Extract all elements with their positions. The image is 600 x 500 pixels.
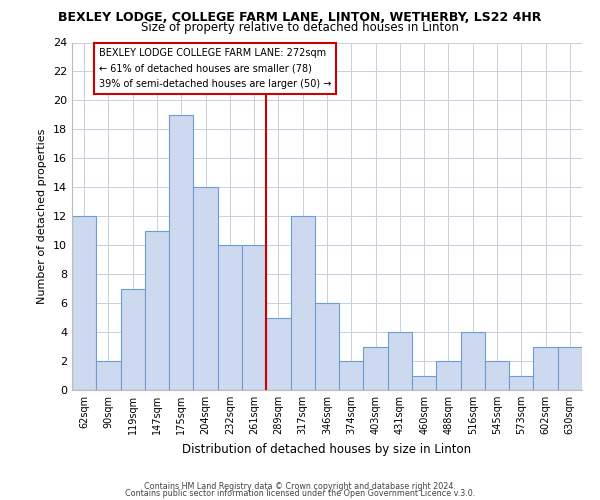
Bar <box>72 216 96 390</box>
Bar <box>558 346 582 390</box>
Bar <box>412 376 436 390</box>
Bar <box>509 376 533 390</box>
Text: Size of property relative to detached houses in Linton: Size of property relative to detached ho… <box>141 22 459 35</box>
Bar <box>121 288 145 390</box>
Bar <box>218 245 242 390</box>
Bar <box>388 332 412 390</box>
Text: Contains HM Land Registry data © Crown copyright and database right 2024.: Contains HM Land Registry data © Crown c… <box>144 482 456 491</box>
Text: Contains public sector information licensed under the Open Government Licence v.: Contains public sector information licen… <box>125 490 475 498</box>
Bar <box>364 346 388 390</box>
Bar <box>339 361 364 390</box>
Bar <box>242 245 266 390</box>
Bar <box>145 230 169 390</box>
X-axis label: Distribution of detached houses by size in Linton: Distribution of detached houses by size … <box>182 442 472 456</box>
Text: BEXLEY LODGE COLLEGE FARM LANE: 272sqm
← 61% of detached houses are smaller (78): BEXLEY LODGE COLLEGE FARM LANE: 272sqm ←… <box>99 48 332 90</box>
Bar <box>169 115 193 390</box>
Bar <box>266 318 290 390</box>
Bar <box>193 188 218 390</box>
Y-axis label: Number of detached properties: Number of detached properties <box>37 128 47 304</box>
Bar <box>436 361 461 390</box>
Bar <box>461 332 485 390</box>
Bar <box>290 216 315 390</box>
Bar <box>485 361 509 390</box>
Bar <box>533 346 558 390</box>
Bar <box>315 303 339 390</box>
Text: BEXLEY LODGE, COLLEGE FARM LANE, LINTON, WETHERBY, LS22 4HR: BEXLEY LODGE, COLLEGE FARM LANE, LINTON,… <box>58 11 542 24</box>
Bar <box>96 361 121 390</box>
